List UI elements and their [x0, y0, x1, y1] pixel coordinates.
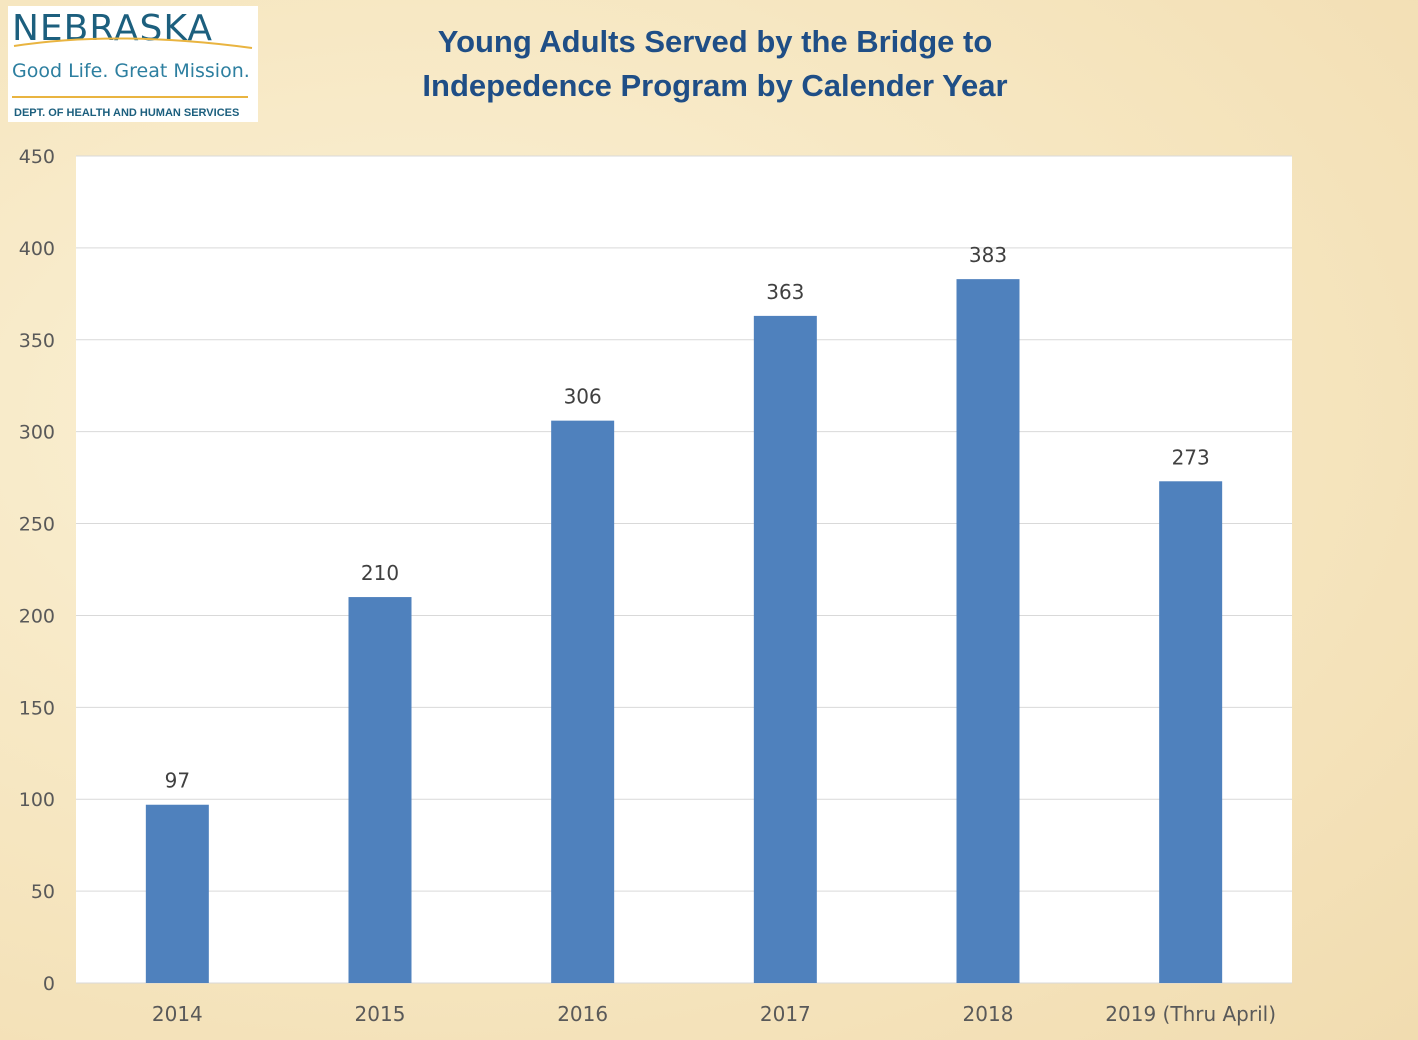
x-axis-ticks: 2014 2015 2016 2017 2018 2019 (Thru April) [152, 1002, 1276, 1026]
bar [753, 315, 817, 983]
y-tick-label: 400 [19, 238, 55, 260]
data-label: 273 [1172, 445, 1210, 469]
y-tick-label: 350 [19, 330, 55, 352]
y-tick-label: 0 [43, 973, 55, 995]
gridlines [76, 155, 1292, 984]
bar [551, 420, 615, 983]
logo-department: DEPT. OF HEALTH AND HUMAN SERVICES [14, 107, 240, 119]
y-tick-label: 200 [19, 605, 55, 627]
x-tick-label: 2014 [152, 1002, 203, 1026]
x-tick-label: 2015 [355, 1002, 406, 1026]
nebraska-dhhs-logo: NEBRASKA Good Life. Great Mission. DEPT.… [8, 6, 258, 122]
bar [145, 804, 209, 983]
chart-title-line-1: Young Adults Served by the Bridge to [437, 24, 993, 59]
data-label: 363 [766, 280, 804, 304]
chart-title-line-2: Indepedence Program by Calender Year [422, 68, 1008, 103]
data-labels: 97 210 306 363 383 273 [165, 243, 1210, 793]
y-tick-label: 100 [19, 789, 55, 811]
plot-area [76, 156, 1292, 983]
y-tick-label: 50 [31, 881, 55, 903]
y-tick-label: 450 [19, 146, 55, 168]
logo-divider [12, 96, 248, 98]
logo-tagline: Good Life. Great Mission. [12, 60, 250, 82]
bars [145, 279, 1223, 983]
x-tick-label: 2016 [557, 1002, 608, 1026]
y-axis-ticks: 0 50 100 150 200 250 300 350 400 450 [19, 146, 55, 995]
data-label: 210 [361, 561, 399, 585]
logo-swoosh-icon [13, 37, 253, 49]
y-tick-label: 250 [19, 514, 55, 536]
chart-title: Young Adults Served by the Bridge to Ind… [360, 20, 1070, 108]
x-tick-label: 2018 [963, 1002, 1014, 1026]
x-tick-label: 2017 [760, 1002, 811, 1026]
data-label: 97 [165, 769, 190, 793]
bar [956, 279, 1020, 983]
data-label: 383 [969, 243, 1007, 267]
y-tick-label: 150 [19, 697, 55, 719]
bar [1159, 481, 1223, 983]
data-label: 306 [564, 385, 602, 409]
y-tick-label: 300 [19, 422, 55, 444]
x-tick-label: 2019 (Thru April) [1105, 1002, 1276, 1026]
bar [348, 597, 412, 983]
